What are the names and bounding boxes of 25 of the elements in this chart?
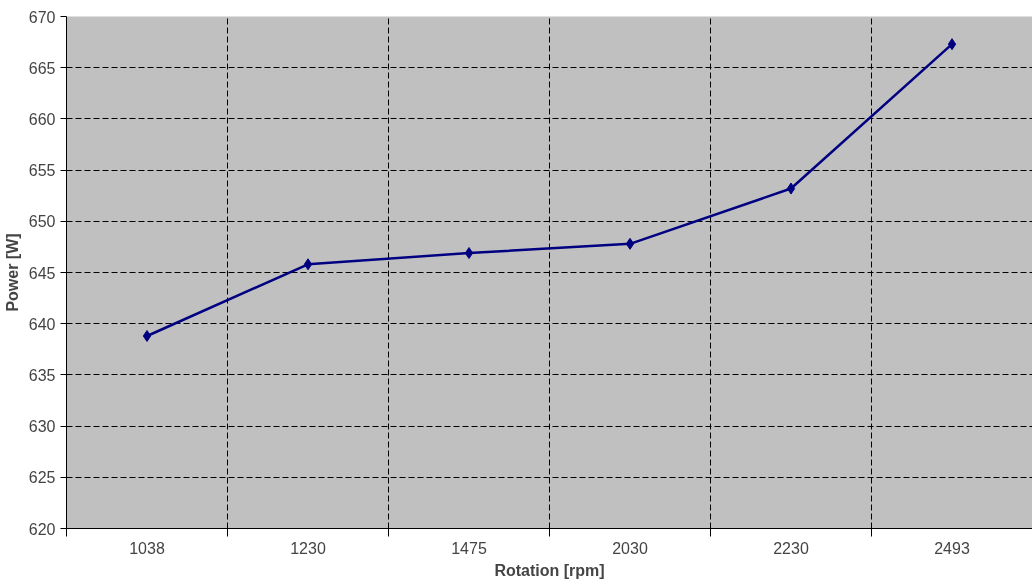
x-axis-title: Rotation [rpm] bbox=[494, 561, 605, 579]
point bbox=[947, 38, 957, 51]
point bbox=[464, 247, 474, 260]
point bbox=[786, 182, 796, 195]
y-tick-label: 650 bbox=[28, 213, 56, 231]
y-tick-label: 620 bbox=[28, 520, 56, 538]
y-tick-label: 630 bbox=[28, 418, 56, 436]
y-tick-label: 645 bbox=[28, 264, 56, 282]
y-tick-label: 670 bbox=[28, 8, 56, 26]
y-tick-label: 660 bbox=[28, 110, 56, 128]
x-tick-label: 1230 bbox=[290, 539, 326, 557]
x-tick-label: 2493 bbox=[934, 539, 970, 557]
point bbox=[142, 329, 152, 342]
y-tick-label: 635 bbox=[28, 366, 56, 384]
x-tick-label: 2030 bbox=[612, 539, 648, 557]
y-tick-label: 640 bbox=[28, 315, 56, 333]
y-tick-label: 625 bbox=[28, 469, 56, 487]
x-tick-label: 1475 bbox=[451, 539, 487, 557]
x-tick-label: 2230 bbox=[773, 539, 809, 557]
point bbox=[625, 237, 635, 250]
y-tick-label: 655 bbox=[28, 162, 56, 180]
y-axis-title: Power [W] bbox=[3, 233, 21, 312]
y-tick-label: 665 bbox=[28, 59, 56, 77]
point bbox=[303, 258, 313, 271]
x-tick-label: 1038 bbox=[129, 539, 165, 557]
